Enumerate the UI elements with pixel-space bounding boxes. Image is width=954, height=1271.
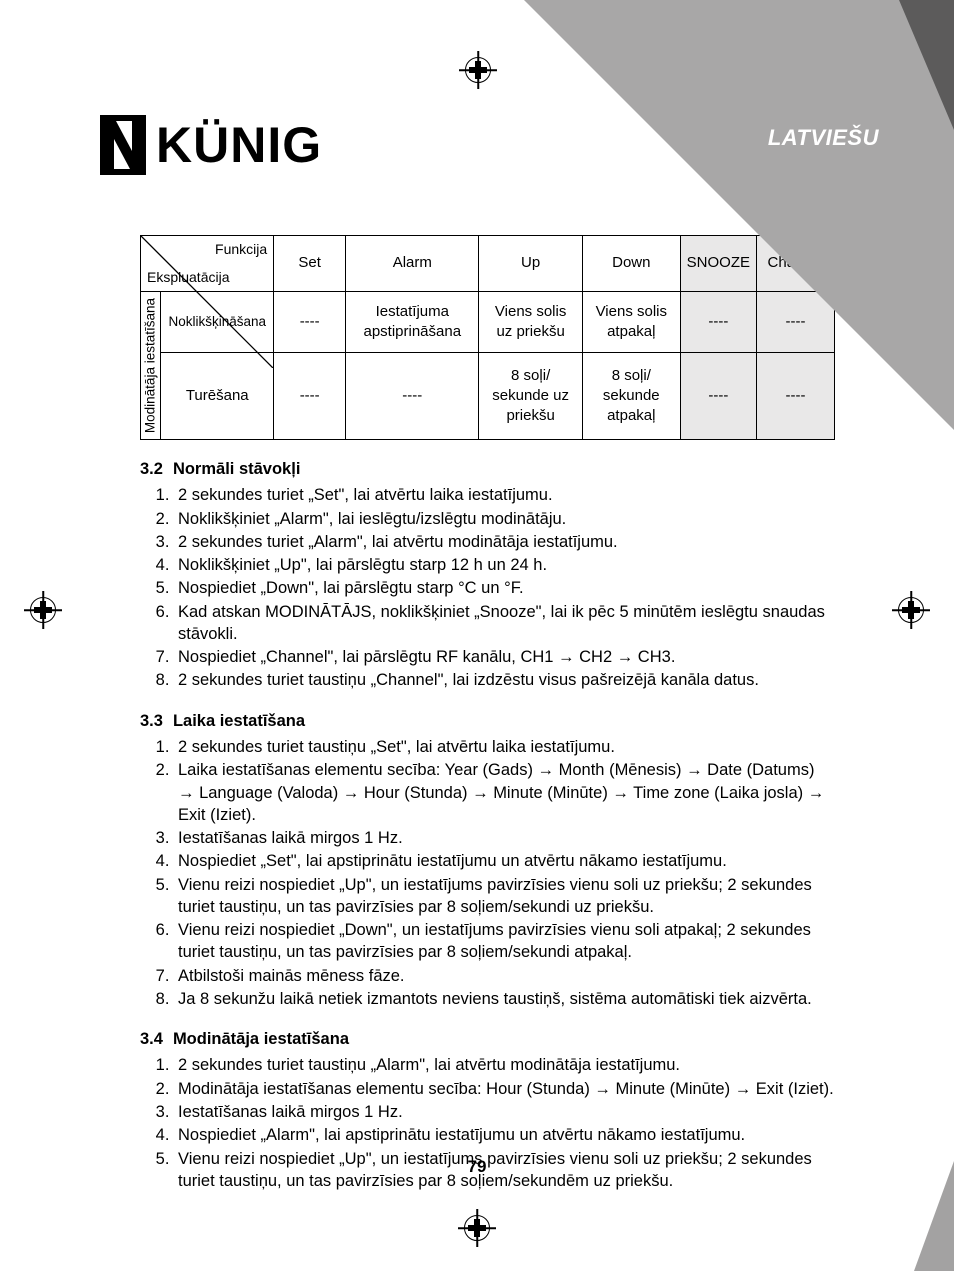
section-heading: 3.4 Modinātāja iestatīšana — [140, 1028, 835, 1050]
section: 3.3 Laika iestatīšana 2 sekundes turiet ta… — [140, 710, 835, 1010]
list-item: 2 sekundes turiet „Alarm", lai atvērtu m… — [174, 531, 835, 553]
section-title: Laika iestatīšana — [173, 710, 305, 732]
list-item: Nospiediet „Alarm", lai apstiprinātu ies… — [174, 1124, 835, 1146]
list-item: Iestatīšanas laikā mirgos 1 Hz. — [174, 827, 835, 849]
list-item: Iestatīšanas laikā mirgos 1 Hz. — [174, 1101, 835, 1123]
corner-triangle-br — [914, 1161, 954, 1271]
list-item: 2 sekundes turiet taustiņu „Set", lai at… — [174, 736, 835, 758]
section-number: 3.3 — [140, 710, 163, 732]
section-title: Modinātāja iestatīšana — [173, 1028, 349, 1050]
table-header: Set — [274, 236, 346, 292]
section-heading: 3.3 Laika iestatīšana — [140, 710, 835, 732]
list-item: 2 sekundes turiet taustiņu „Alarm", lai … — [174, 1054, 835, 1076]
table-cell: ---- — [346, 353, 479, 440]
section: 3.2 Normāli stāvokļi 2 sekundes turiet „Se… — [140, 458, 835, 692]
logo-text: KÜNIG — [156, 116, 322, 174]
list-item: Noklikšķiniet „Alarm", lai ieslēgtu/izsl… — [174, 508, 835, 530]
registration-mark-icon — [30, 597, 56, 623]
registration-mark-icon — [464, 1215, 490, 1241]
corner-triangle-tr — [524, 0, 954, 430]
list-item: Vienu reizi nospiediet „Down", un iestat… — [174, 919, 835, 964]
diag-top-label: Funkcija — [215, 240, 267, 259]
list-item: Ja 8 sekunžu laikā netiek izmantots nevi… — [174, 988, 835, 1010]
list-item: Nospiediet „Channel", lai pārslēgtu RF k… — [174, 646, 835, 668]
table-diagonal-cell: Funkcija Ekspluatācija — [141, 236, 274, 292]
corner-triangle-tr-dark — [899, 0, 954, 130]
section-number: 3.2 — [140, 458, 163, 480]
list-item: Atbilstoši mainās mēness fāze. — [174, 965, 835, 987]
list-item: Vienu reizi nospiediet „Up", un iestatīj… — [174, 874, 835, 919]
list-item: Modinātāja iestatīšanas elementu secība:… — [174, 1078, 835, 1100]
page-number: 79 — [0, 1157, 954, 1177]
section-heading: 3.2 Normāli stāvokļi — [140, 458, 835, 480]
list-item: 2 sekundes turiet taustiņu „Channel", la… — [174, 669, 835, 691]
table-cell: ---- — [274, 292, 346, 353]
section-title: Normāli stāvokļi — [173, 458, 300, 480]
table-cell: ---- — [274, 353, 346, 440]
row-group-label: Modinātāja iestatīšana — [141, 292, 161, 440]
list-item: 2 sekundes turiet „Set", lai atvērtu lai… — [174, 484, 835, 506]
language-label: LATVIEŠU — [768, 125, 879, 151]
table-cell: Iestatījuma apstiprināšana — [346, 292, 479, 353]
list-item: Nospiediet „Down", lai pārslēgtu starp °… — [174, 577, 835, 599]
list-item: Laika iestatīšanas elementu secība: Year… — [174, 759, 835, 826]
logo-mark-icon — [100, 115, 146, 175]
step-list: 2 sekundes turiet „Set", lai atvērtu lai… — [140, 484, 835, 691]
section-number: 3.4 — [140, 1028, 163, 1050]
registration-mark-icon — [465, 57, 491, 83]
list-item: Noklikšķiniet „Up", lai pārslēgtu starp … — [174, 554, 835, 576]
diag-bot-label: Ekspluatācija — [147, 268, 230, 287]
list-item: Kad atskan MODINĀTĀJS, noklikšķiniet „Sn… — [174, 601, 835, 646]
list-item: Nospiediet „Set", lai apstiprinātu iesta… — [174, 850, 835, 872]
table-header: Alarm — [346, 236, 479, 292]
registration-mark-icon — [898, 597, 924, 623]
brand-logo: KÜNIG — [100, 115, 322, 175]
step-list: 2 sekundes turiet taustiņu „Set", lai at… — [140, 736, 835, 1010]
